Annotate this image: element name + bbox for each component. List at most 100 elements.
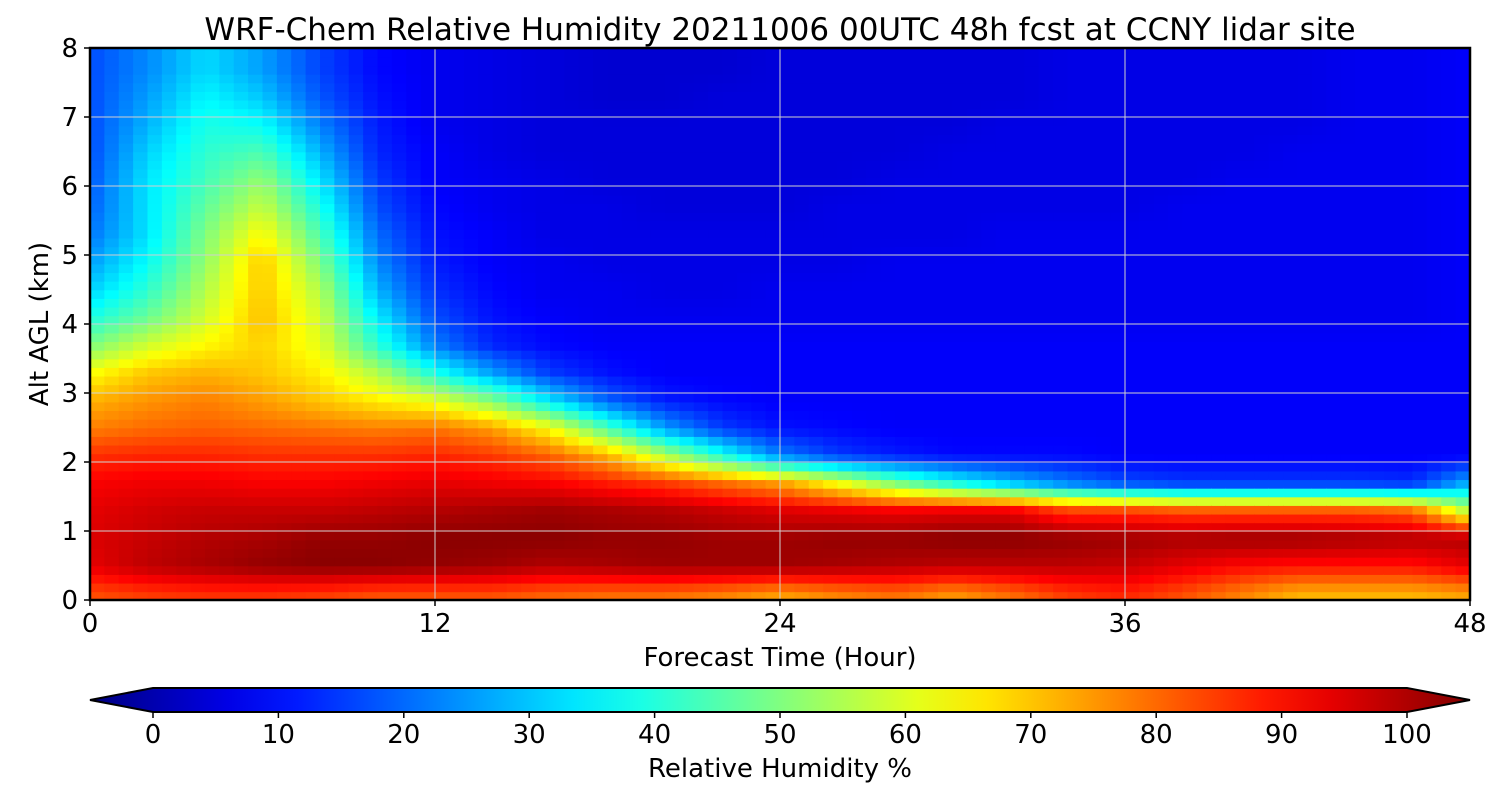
heatmap-cell xyxy=(636,401,652,412)
heatmap-cell xyxy=(593,505,609,515)
heatmap-cell xyxy=(952,574,968,584)
heatmap-cell xyxy=(104,186,120,196)
heatmap-cell xyxy=(938,574,954,584)
heatmap-cell xyxy=(794,246,810,256)
heatmap-cell xyxy=(765,341,781,351)
heatmap-cell xyxy=(420,548,436,558)
heatmap-cell xyxy=(176,211,192,222)
heatmap-cell xyxy=(1096,324,1112,334)
heatmap-cell xyxy=(1024,160,1040,170)
heatmap-cell xyxy=(981,82,997,92)
heatmap-cell xyxy=(363,280,379,291)
heatmap-cell xyxy=(621,99,638,110)
heatmap-cell xyxy=(564,48,580,58)
heatmap-cell xyxy=(190,168,206,179)
heatmap-cell xyxy=(320,556,336,567)
heatmap-cell xyxy=(391,220,408,230)
heatmap-cell xyxy=(665,324,681,334)
heatmap-cell xyxy=(535,358,551,368)
heatmap-cell xyxy=(751,487,767,498)
heatmap-cell xyxy=(320,263,336,274)
heatmap-cell xyxy=(118,505,134,515)
heatmap-cell xyxy=(133,548,149,558)
heatmap-cell xyxy=(621,582,638,593)
heatmap-cell xyxy=(334,531,350,541)
heatmap-cell xyxy=(923,315,939,325)
heatmap-cell xyxy=(276,453,293,463)
heatmap-cell xyxy=(722,444,738,455)
heatmap-cell xyxy=(909,505,925,515)
heatmap-cell xyxy=(276,462,293,472)
heatmap-cell xyxy=(1182,410,1198,420)
heatmap-cell xyxy=(521,513,537,524)
heatmap-cell xyxy=(233,246,249,256)
heatmap-cell xyxy=(1024,73,1040,84)
heatmap-cell xyxy=(348,272,364,282)
heatmap-cell xyxy=(736,280,753,291)
heatmap-cell xyxy=(981,324,997,334)
heatmap-cell xyxy=(1110,479,1126,489)
heatmap-cell xyxy=(851,349,868,360)
heatmap-cell xyxy=(1038,298,1054,308)
heatmap-cell xyxy=(377,505,393,515)
heatmap-cell xyxy=(377,315,393,325)
heatmap-cell xyxy=(334,324,350,334)
heatmap-cell xyxy=(780,177,796,187)
heatmap-cell xyxy=(679,574,695,584)
heatmap-cell xyxy=(593,125,609,136)
heatmap-cell xyxy=(262,65,278,75)
heatmap-cell xyxy=(1110,410,1126,420)
heatmap-cell xyxy=(506,134,523,144)
heatmap-cell xyxy=(291,108,307,118)
heatmap-cell xyxy=(736,487,753,498)
heatmap-cell xyxy=(1081,246,1098,256)
heatmap-cell xyxy=(291,531,307,541)
heatmap-cell xyxy=(348,496,364,506)
heatmap-cell xyxy=(262,582,278,593)
heatmap-cell xyxy=(161,263,178,274)
heatmap-cell xyxy=(880,470,896,481)
heatmap-cell xyxy=(938,177,954,187)
heatmap-cell xyxy=(1081,556,1098,567)
heatmap-cell xyxy=(435,194,451,205)
heatmap-cell xyxy=(190,393,206,403)
heatmap-cell xyxy=(1053,142,1069,153)
heatmap-cell xyxy=(650,349,666,360)
heatmap-cell xyxy=(391,470,408,481)
heatmap-cell xyxy=(851,462,868,472)
heatmap-cell xyxy=(276,177,293,187)
heatmap-cell xyxy=(420,186,436,196)
heatmap-cell xyxy=(1067,99,1083,110)
heatmap-cell xyxy=(880,496,896,506)
heatmap-cell xyxy=(535,582,551,593)
heatmap-cell xyxy=(276,237,293,248)
heatmap-cell xyxy=(506,513,523,524)
heatmap-cell xyxy=(305,496,321,506)
heatmap-cell xyxy=(1053,194,1069,205)
heatmap-cell xyxy=(420,470,436,481)
heatmap-cell xyxy=(248,513,264,524)
heatmap-cell xyxy=(334,160,350,170)
heatmap-cell xyxy=(248,393,264,403)
heatmap-cell xyxy=(851,194,868,205)
heatmap-cell xyxy=(966,99,983,110)
heatmap-cell xyxy=(794,470,810,481)
heatmap-cell xyxy=(233,229,249,239)
heatmap-cell xyxy=(938,99,954,110)
heatmap-cell xyxy=(248,125,264,136)
heatmap-cell xyxy=(219,427,235,437)
heatmap-cell xyxy=(981,48,997,58)
heatmap-cell xyxy=(593,444,609,455)
heatmap-cell xyxy=(1010,186,1026,196)
heatmap-cell xyxy=(506,255,523,265)
heatmap-cell xyxy=(118,375,134,386)
heatmap-cell xyxy=(550,358,566,368)
heatmap-cell xyxy=(521,393,537,403)
heatmap-cell xyxy=(607,237,623,248)
heatmap-cell xyxy=(420,48,436,58)
heatmap-cell xyxy=(305,82,321,92)
heatmap-cell xyxy=(90,220,106,230)
heatmap-cell xyxy=(880,358,896,368)
heatmap-cell xyxy=(966,393,983,403)
heatmap-cell xyxy=(420,539,436,550)
